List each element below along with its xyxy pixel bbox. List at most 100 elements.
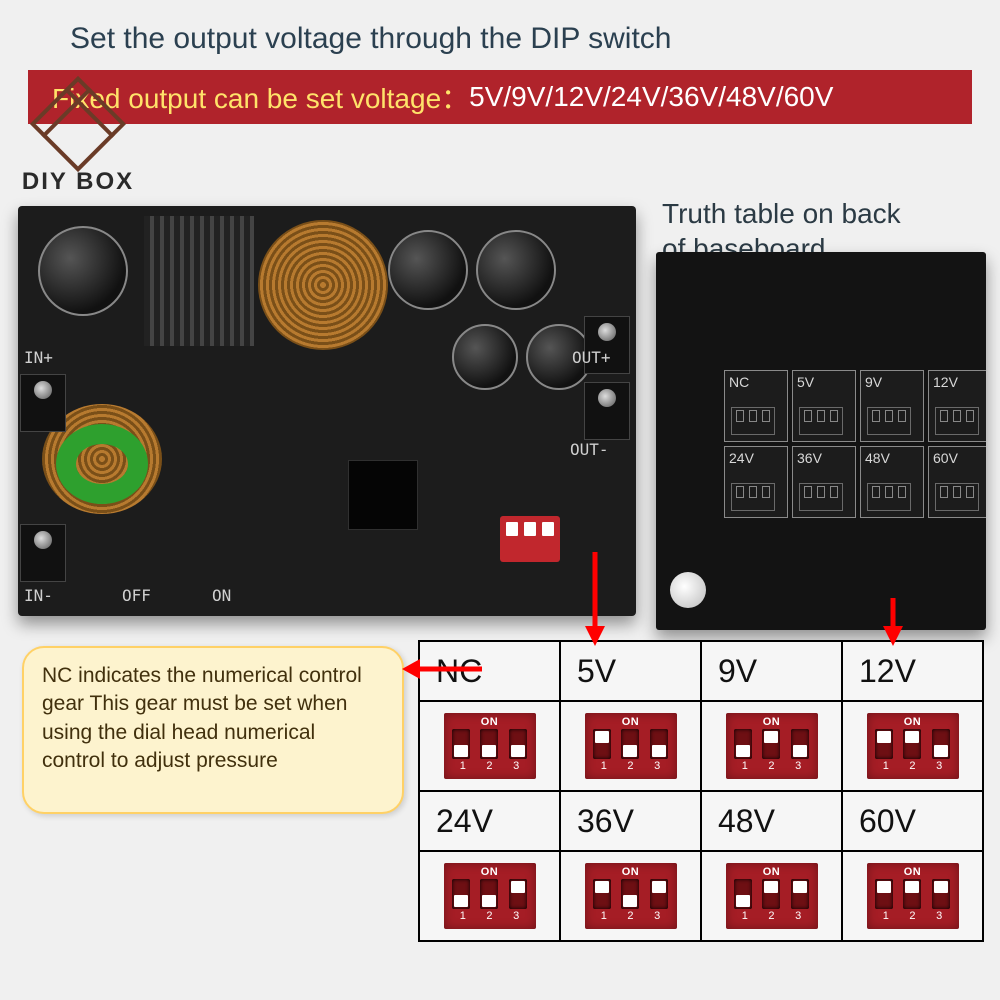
dip-num: 2 bbox=[617, 910, 644, 922]
dip-slot bbox=[509, 879, 527, 909]
dip-switch: ON123 bbox=[867, 713, 959, 779]
dip-num: 2 bbox=[899, 910, 926, 922]
capacitor-icon bbox=[452, 324, 518, 390]
silkscreen-cell: 5V bbox=[792, 370, 856, 442]
truth-label-row: 24V36V48V60V bbox=[419, 791, 983, 851]
terminal-in-minus bbox=[20, 524, 66, 582]
dip-slot bbox=[762, 879, 780, 909]
dip-num: 1 bbox=[873, 910, 900, 922]
truth-label-cell: 60V bbox=[842, 791, 983, 851]
truth-dip-cell: ON123 bbox=[419, 701, 560, 791]
dip-switch: ON123 bbox=[444, 863, 536, 929]
silkscreen-cell: 24V bbox=[724, 446, 788, 518]
truth-dip-cell: ON 123 bbox=[560, 701, 701, 791]
dip-slot bbox=[509, 729, 527, 759]
label-in-plus: IN+ bbox=[24, 348, 53, 367]
silkscreen-cell: 48V bbox=[860, 446, 924, 518]
capacitor-icon bbox=[476, 230, 556, 310]
dip-slot bbox=[791, 729, 809, 759]
dip-on-label: ON bbox=[732, 867, 812, 878]
dip-num: 3 bbox=[926, 910, 953, 922]
mini-dip-icon bbox=[867, 483, 911, 511]
truth-dip-cell: ON123 bbox=[419, 851, 560, 941]
dip-slot bbox=[650, 879, 668, 909]
truth-label-cell: 5V bbox=[560, 641, 701, 701]
dip-num: 3 bbox=[644, 760, 671, 772]
dip-slot bbox=[452, 879, 470, 909]
dip-num: 3 bbox=[785, 910, 812, 922]
dip-slot bbox=[762, 729, 780, 759]
mini-dip-icon bbox=[867, 407, 911, 435]
label-out-minus: OUT- bbox=[570, 440, 609, 459]
dip-switch: ON123 bbox=[444, 713, 536, 779]
truth-table-body: NC5V9V12VON123ON123ON123ON12324V36V48V60… bbox=[419, 641, 983, 941]
dip-num: 3 bbox=[926, 760, 953, 772]
mini-dip-icon bbox=[731, 407, 775, 435]
nc-note-callout: NC indicates the numerical control gear … bbox=[22, 646, 404, 814]
truth-label-cell: 36V bbox=[560, 791, 701, 851]
dip-num: 3 bbox=[644, 910, 671, 922]
dip-slot bbox=[452, 729, 470, 759]
truth-label-cell: NC bbox=[419, 641, 560, 701]
truth-label-cell: 12V bbox=[842, 641, 983, 701]
mini-dip-icon bbox=[799, 407, 843, 435]
dip-slot bbox=[650, 729, 668, 759]
toroid-coil-icon bbox=[258, 220, 388, 350]
mount-hole-icon bbox=[670, 572, 706, 608]
label-on: ON bbox=[212, 586, 231, 605]
dip-num: 1 bbox=[732, 760, 759, 772]
dip-slot bbox=[480, 879, 498, 909]
banner-values: 5V/9V/12V/24V/36V/48V/60V bbox=[469, 81, 833, 113]
dip-num: 1 bbox=[591, 910, 618, 922]
truth-dip-cell: ON123 bbox=[701, 851, 842, 941]
voltage-banner: Fixed output can be set voltage： 5V/9V/1… bbox=[28, 70, 972, 124]
dip-slot bbox=[480, 729, 498, 759]
dip-on-label: ON bbox=[450, 717, 530, 728]
truth-dip-cell: ON123 bbox=[842, 851, 983, 941]
dip-num: 1 bbox=[591, 760, 618, 772]
mini-dip-icon bbox=[731, 483, 775, 511]
mcu-chip-icon bbox=[348, 460, 418, 530]
dip-slot bbox=[734, 729, 752, 759]
truth-dip-cell: ON123 bbox=[701, 701, 842, 791]
dip-slot bbox=[875, 729, 893, 759]
dip-num: 3 bbox=[503, 910, 530, 922]
dip-num: 2 bbox=[476, 910, 503, 922]
dip-switch: ON 123 bbox=[585, 713, 677, 779]
back-label-line1: Truth table on back bbox=[662, 198, 901, 229]
dip-on-label: ON bbox=[591, 717, 671, 728]
dip-slot bbox=[875, 879, 893, 909]
mini-dip-icon bbox=[935, 407, 979, 435]
dip-switch: ON123 bbox=[726, 863, 818, 929]
dip-slot bbox=[621, 729, 639, 759]
dip-slot bbox=[903, 729, 921, 759]
truth-dip-row: ON123ON123ON123ON123 bbox=[419, 851, 983, 941]
truth-label-cell: 48V bbox=[701, 791, 842, 851]
truth-dip-cell: ON123 bbox=[842, 701, 983, 791]
dip-switch: ON123 bbox=[726, 713, 818, 779]
silkscreen-cell: 12V bbox=[928, 370, 986, 442]
silkscreen-cell: 36V bbox=[792, 446, 856, 518]
dip-on-label: ON bbox=[450, 867, 530, 878]
dip-num: 1 bbox=[450, 760, 477, 772]
truth-label-cell: 9V bbox=[701, 641, 842, 701]
truth-label-row: NC5V9V12V bbox=[419, 641, 983, 701]
dip-num: 2 bbox=[617, 760, 644, 772]
dip-slot bbox=[593, 729, 611, 759]
dip-slot bbox=[791, 879, 809, 909]
dip-slot bbox=[903, 879, 921, 909]
silkscreen-cell: NC bbox=[724, 370, 788, 442]
pcb-top-view: IN+ IN- OUT+ OUT- OFF ON bbox=[18, 206, 636, 616]
label-out-plus: OUT+ bbox=[572, 348, 611, 367]
heatsink-icon bbox=[144, 216, 254, 346]
dip-slot bbox=[932, 879, 950, 909]
page-heading: Set the output voltage through the DIP s… bbox=[70, 22, 672, 56]
dip-on-label: ON bbox=[873, 717, 953, 728]
dip-num: 2 bbox=[899, 760, 926, 772]
logo-text: DIY BOX bbox=[18, 168, 138, 196]
truth-label-cell: 24V bbox=[419, 791, 560, 851]
mini-dip-icon bbox=[799, 483, 843, 511]
capacitor-icon bbox=[388, 230, 468, 310]
dip-num: 2 bbox=[476, 760, 503, 772]
label-in-minus: IN- bbox=[24, 586, 53, 605]
